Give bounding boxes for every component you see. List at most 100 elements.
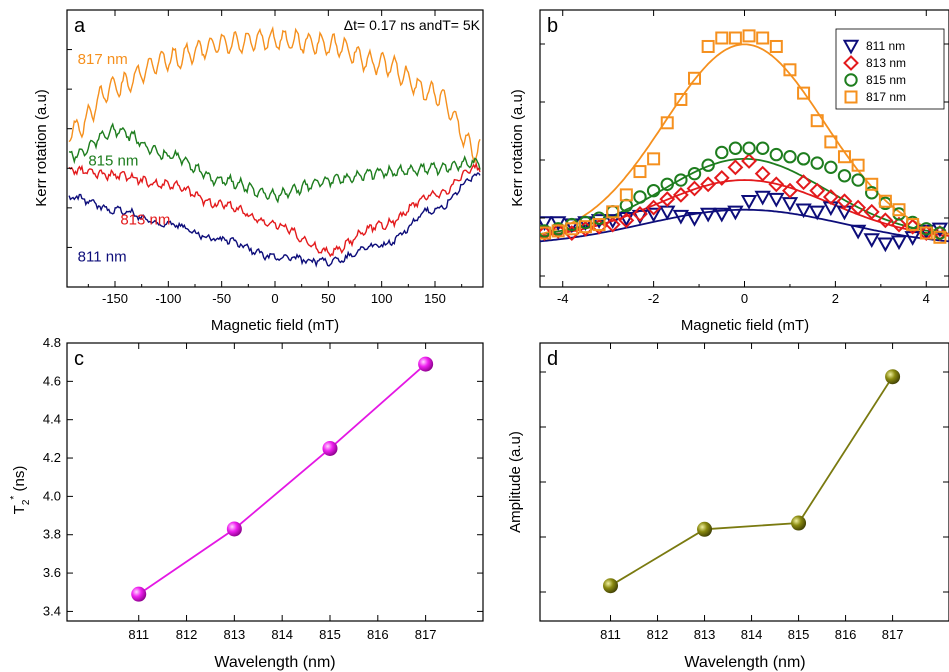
data-point-817-nm <box>919 226 933 240</box>
data-point-813-nm <box>754 165 771 182</box>
data-point-815-nm <box>715 145 729 160</box>
data-point-815-nm <box>742 141 756 155</box>
legend-marker-813-nm <box>843 55 859 71</box>
x-tick-label: 816 <box>835 627 857 642</box>
panel-d: d 811 812 813 814 815 816 817 Wavelength (nm) … <box>507 342 949 671</box>
data-point-815-nm <box>851 173 865 187</box>
data-point-817-nm <box>769 39 783 53</box>
data-point <box>131 586 147 602</box>
data-point-817-nm <box>701 39 715 53</box>
data-point-811-nm <box>809 205 826 221</box>
panel-d-letter: d <box>547 348 558 370</box>
series-line <box>610 376 894 587</box>
data-point-811-nm <box>849 224 867 240</box>
x-tick-label: -100 <box>155 291 181 306</box>
series-label-815-nm: 815 nm <box>88 152 138 169</box>
data-point-813-nm <box>782 182 798 199</box>
data-point <box>697 521 713 537</box>
x-tick-label: 4 <box>923 291 930 306</box>
data-point-811-nm <box>740 195 758 210</box>
data-point-813-nm <box>672 186 689 203</box>
data-point-813-nm <box>563 225 580 241</box>
x-tick-label: 817 <box>882 627 904 642</box>
data-point-813-nm <box>891 216 907 233</box>
data-point-817-nm <box>647 152 661 166</box>
data-point-813-nm <box>632 206 648 222</box>
data-point-815-nm <box>674 173 688 187</box>
x-tick-label: -150 <box>102 291 128 306</box>
x-tick-label: 50 <box>321 291 335 306</box>
panel-a-ylabel: Kerr rotation (a.u) <box>33 89 50 207</box>
x-tick-label: 817 <box>415 627 437 642</box>
data-point-811-nm <box>727 205 744 221</box>
data-point-811-nm <box>590 214 608 229</box>
x-tick-label: 813 <box>224 627 246 642</box>
x-tick-label: 0 <box>741 291 748 306</box>
series-label-811-nm: 811 nm <box>78 249 127 266</box>
panel-b-xlabel: Magnetic field (mT) <box>681 317 809 334</box>
data-point-817-nm <box>619 188 633 202</box>
y-tick-label: 4.2 <box>43 450 61 465</box>
series-line-817-nm <box>68 25 481 164</box>
panel-a-xlabel: Magnetic field (mT) <box>211 317 339 334</box>
legend-marker-815-nm <box>844 73 858 87</box>
y-tick-label: 3.4 <box>43 603 61 618</box>
x-tick-label: 2 <box>832 291 839 306</box>
data-point-817-nm <box>540 226 552 240</box>
panel-a: a Δt= 0.17 ns andT= 5K 817 nm 815 nm 813 n… <box>33 9 484 334</box>
data-point-813-nm <box>850 199 867 216</box>
data-point-817-nm <box>837 150 851 164</box>
data-point-811-nm <box>768 192 785 208</box>
data-point <box>885 369 901 385</box>
series-line-811-nm <box>68 172 481 268</box>
data-point-817-nm <box>783 63 797 77</box>
x-tick-label: 814 <box>271 627 293 642</box>
data-point-817-nm <box>688 71 702 85</box>
x-tick-label: 813 <box>694 627 716 642</box>
data-point-811-nm <box>672 209 690 225</box>
y-tick-label: 3.6 <box>43 565 61 580</box>
data-point-817-nm <box>578 220 592 234</box>
data-point-817-nm <box>878 194 892 208</box>
data-point-817-nm <box>551 224 565 238</box>
data-point-815-nm <box>646 183 661 198</box>
data-point-813-nm <box>645 199 662 216</box>
data-point-813-nm <box>604 216 621 233</box>
data-point-815-nm <box>701 158 715 172</box>
legend-marker-811-nm <box>842 39 860 55</box>
panel-b: b -4 -2 0 2 4 811 nm 813 nm 815 nm 817 nm Magne… <box>509 9 949 334</box>
data-point-817-nm <box>851 158 865 172</box>
series-line-813-nm <box>68 161 481 258</box>
data-point-817-nm <box>633 165 647 179</box>
x-tick-label: 815 <box>788 627 810 642</box>
data-point-817-nm <box>933 230 947 244</box>
data-point-811-nm <box>713 207 730 223</box>
data-point-813-nm <box>809 182 826 199</box>
panel-b-legend: 811 nm 813 nm 815 nm 817 nm <box>835 28 945 110</box>
data-point-813-nm <box>863 203 880 220</box>
data-point-815-nm <box>783 150 797 164</box>
panel-c-ylabel: T2* (ns) <box>9 466 32 515</box>
data-point-813-nm <box>822 189 839 205</box>
x-tick-label: 811 <box>600 627 621 642</box>
panel-b-letter: b <box>547 15 558 37</box>
data-point-815-nm <box>837 169 852 183</box>
data-point-811-nm <box>781 197 799 212</box>
panel-c-letter: c <box>74 348 84 370</box>
data-point-815-nm <box>660 177 674 191</box>
y-tick-label: 4.0 <box>43 488 61 503</box>
data-point-813-nm <box>795 174 812 191</box>
data-point-817-nm <box>715 31 729 45</box>
series-label-813-nm: 813 nm <box>120 212 170 229</box>
panel-a-annotation: Δt= 0.17 ns andT= 5K <box>344 17 481 33</box>
y-tick-label: 3.8 <box>43 527 61 542</box>
panel-b-ylabel: Kerr rotation (a.u) <box>509 89 526 207</box>
legend-label-817-nm: 817 nm <box>866 90 906 104</box>
data-point-817-nm <box>810 114 824 128</box>
series-line <box>138 363 427 595</box>
data-point-813-nm <box>741 153 757 169</box>
data-point-813-nm <box>768 176 785 193</box>
data-point-815-nm <box>865 186 879 200</box>
data-point-817-nm <box>674 92 688 106</box>
